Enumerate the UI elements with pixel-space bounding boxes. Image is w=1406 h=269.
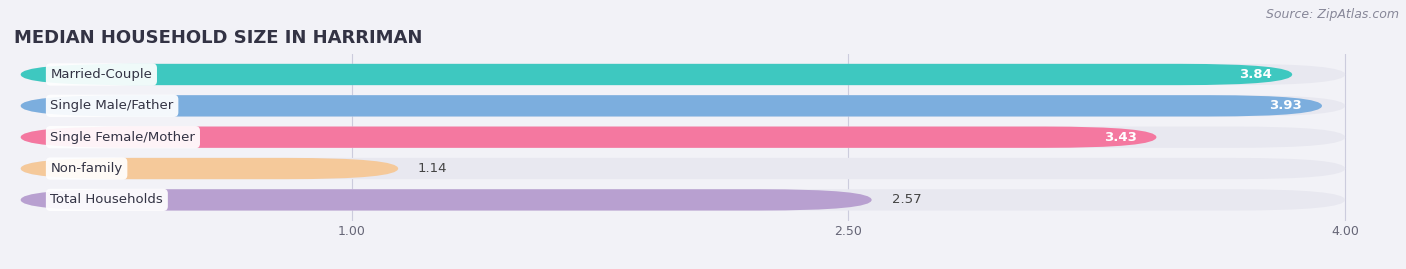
Text: MEDIAN HOUSEHOLD SIZE IN HARRIMAN: MEDIAN HOUSEHOLD SIZE IN HARRIMAN xyxy=(14,29,422,47)
FancyBboxPatch shape xyxy=(21,64,1292,85)
FancyBboxPatch shape xyxy=(21,95,1322,116)
FancyBboxPatch shape xyxy=(21,126,1157,148)
Text: Source: ZipAtlas.com: Source: ZipAtlas.com xyxy=(1265,8,1399,21)
Text: 3.43: 3.43 xyxy=(1104,131,1136,144)
FancyBboxPatch shape xyxy=(21,126,1346,148)
FancyBboxPatch shape xyxy=(21,189,872,211)
Text: Non-family: Non-family xyxy=(51,162,122,175)
Text: 3.93: 3.93 xyxy=(1270,99,1302,112)
Text: 3.84: 3.84 xyxy=(1240,68,1272,81)
Text: Total Households: Total Households xyxy=(51,193,163,206)
FancyBboxPatch shape xyxy=(21,64,1346,85)
FancyBboxPatch shape xyxy=(21,95,1346,116)
Text: Married-Couple: Married-Couple xyxy=(51,68,152,81)
FancyBboxPatch shape xyxy=(21,158,1346,179)
Text: 2.57: 2.57 xyxy=(891,193,921,206)
Text: 1.14: 1.14 xyxy=(418,162,447,175)
Text: Single Female/Mother: Single Female/Mother xyxy=(51,131,195,144)
FancyBboxPatch shape xyxy=(21,189,1346,211)
FancyBboxPatch shape xyxy=(21,158,398,179)
Text: Single Male/Father: Single Male/Father xyxy=(51,99,174,112)
